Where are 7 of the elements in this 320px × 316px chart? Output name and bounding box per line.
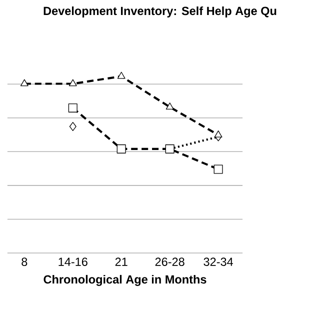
- x-tick-label: 32-34: [204, 258, 233, 266]
- x-tick-label: 21: [115, 258, 128, 266]
- x-axis-title: Chronological Age in Months: [44, 274, 206, 286]
- x-tick-label: 8: [22, 258, 28, 266]
- chart-title: Development Inventory: Self Help Age Qu: [44, 6, 276, 18]
- x-tick-label: 14-16: [58, 258, 88, 266]
- x-tick-label: 26-28: [155, 258, 184, 266]
